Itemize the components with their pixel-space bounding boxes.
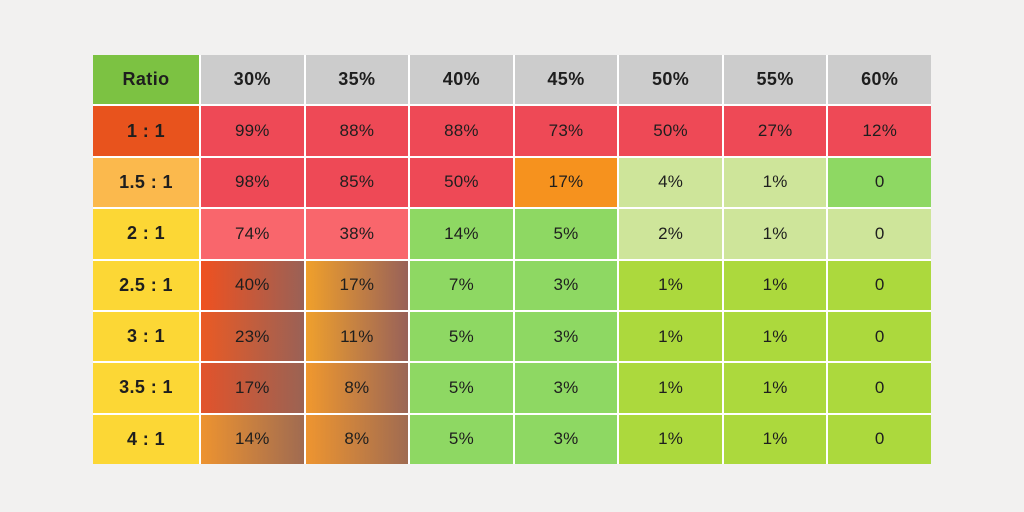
row-label-cell: 3 : 1 (93, 311, 199, 362)
row-label-cell: 3.5 : 1 (93, 363, 199, 413)
value-cell: 17% (514, 157, 618, 208)
value-cell: 5% (410, 311, 513, 362)
ratio-heatmap-table: Ratio 30% 35% 40% 45% 50% 55% 60% 1 : 1 99% 88% 88%… (93, 55, 931, 464)
value-cell: 14% (201, 414, 304, 464)
value-cell: 23% (201, 311, 304, 362)
column-header-cell: 45% (514, 55, 618, 105)
value-cell: 1% (619, 363, 722, 413)
value-cell: 17% (305, 260, 409, 310)
value-cell: 0 (828, 209, 931, 259)
value-cell: 27% (723, 106, 827, 156)
value-cell: 1% (723, 311, 827, 362)
value-cell: 88% (410, 106, 513, 156)
value-cell: 50% (410, 157, 513, 208)
value-cell: 1% (619, 414, 722, 464)
value-cell: 14% (410, 209, 513, 259)
value-cell: 5% (410, 414, 513, 464)
value-cell: 0 (828, 414, 931, 464)
value-cell: 4% (619, 157, 722, 208)
value-cell: 99% (201, 106, 304, 156)
value-cell: 40% (201, 260, 304, 310)
value-cell: 3% (514, 260, 618, 310)
column-header-cell: 30% (201, 55, 304, 105)
row-label-cell: 4 : 1 (93, 414, 199, 464)
value-cell: 11% (305, 311, 409, 362)
value-cell: 0 (828, 363, 931, 413)
value-cell: 88% (305, 106, 409, 156)
value-cell: 1% (619, 260, 722, 310)
value-cell: 74% (201, 209, 304, 259)
column-header-cell: 35% (305, 55, 409, 105)
column-header-cell: 40% (410, 55, 513, 105)
value-cell: 3% (514, 363, 618, 413)
value-cell: 1% (723, 260, 827, 310)
value-cell: 12% (828, 106, 931, 156)
value-cell: 1% (723, 363, 827, 413)
value-cell: 2% (619, 209, 722, 259)
column-header-cell: 55% (723, 55, 827, 105)
row-label-cell: 1.5 : 1 (93, 157, 199, 208)
value-cell: 1% (723, 414, 827, 464)
column-header-cell: 50% (619, 55, 722, 105)
row-label-cell: 2.5 : 1 (93, 260, 199, 310)
column-header-cell: 60% (828, 55, 931, 105)
value-cell: 3% (514, 311, 618, 362)
value-cell: 5% (514, 209, 618, 259)
value-cell: 3% (514, 414, 618, 464)
row-label-cell: 1 : 1 (93, 106, 199, 156)
value-cell: 17% (201, 363, 304, 413)
value-cell: 73% (514, 106, 618, 156)
value-cell: 98% (201, 157, 304, 208)
value-cell: 1% (723, 209, 827, 259)
value-cell: 5% (410, 363, 513, 413)
value-cell: 38% (305, 209, 409, 259)
value-cell: 85% (305, 157, 409, 208)
corner-header-cell: Ratio (93, 55, 199, 105)
value-cell: 0 (828, 157, 931, 208)
value-cell: 8% (305, 414, 409, 464)
value-cell: 0 (828, 311, 931, 362)
value-cell: 1% (619, 311, 722, 362)
value-cell: 7% (410, 260, 513, 310)
value-cell: 8% (305, 363, 409, 413)
value-cell: 50% (619, 106, 722, 156)
value-cell: 0 (828, 260, 931, 310)
value-cell: 1% (723, 157, 827, 208)
row-label-cell: 2 : 1 (93, 209, 199, 259)
